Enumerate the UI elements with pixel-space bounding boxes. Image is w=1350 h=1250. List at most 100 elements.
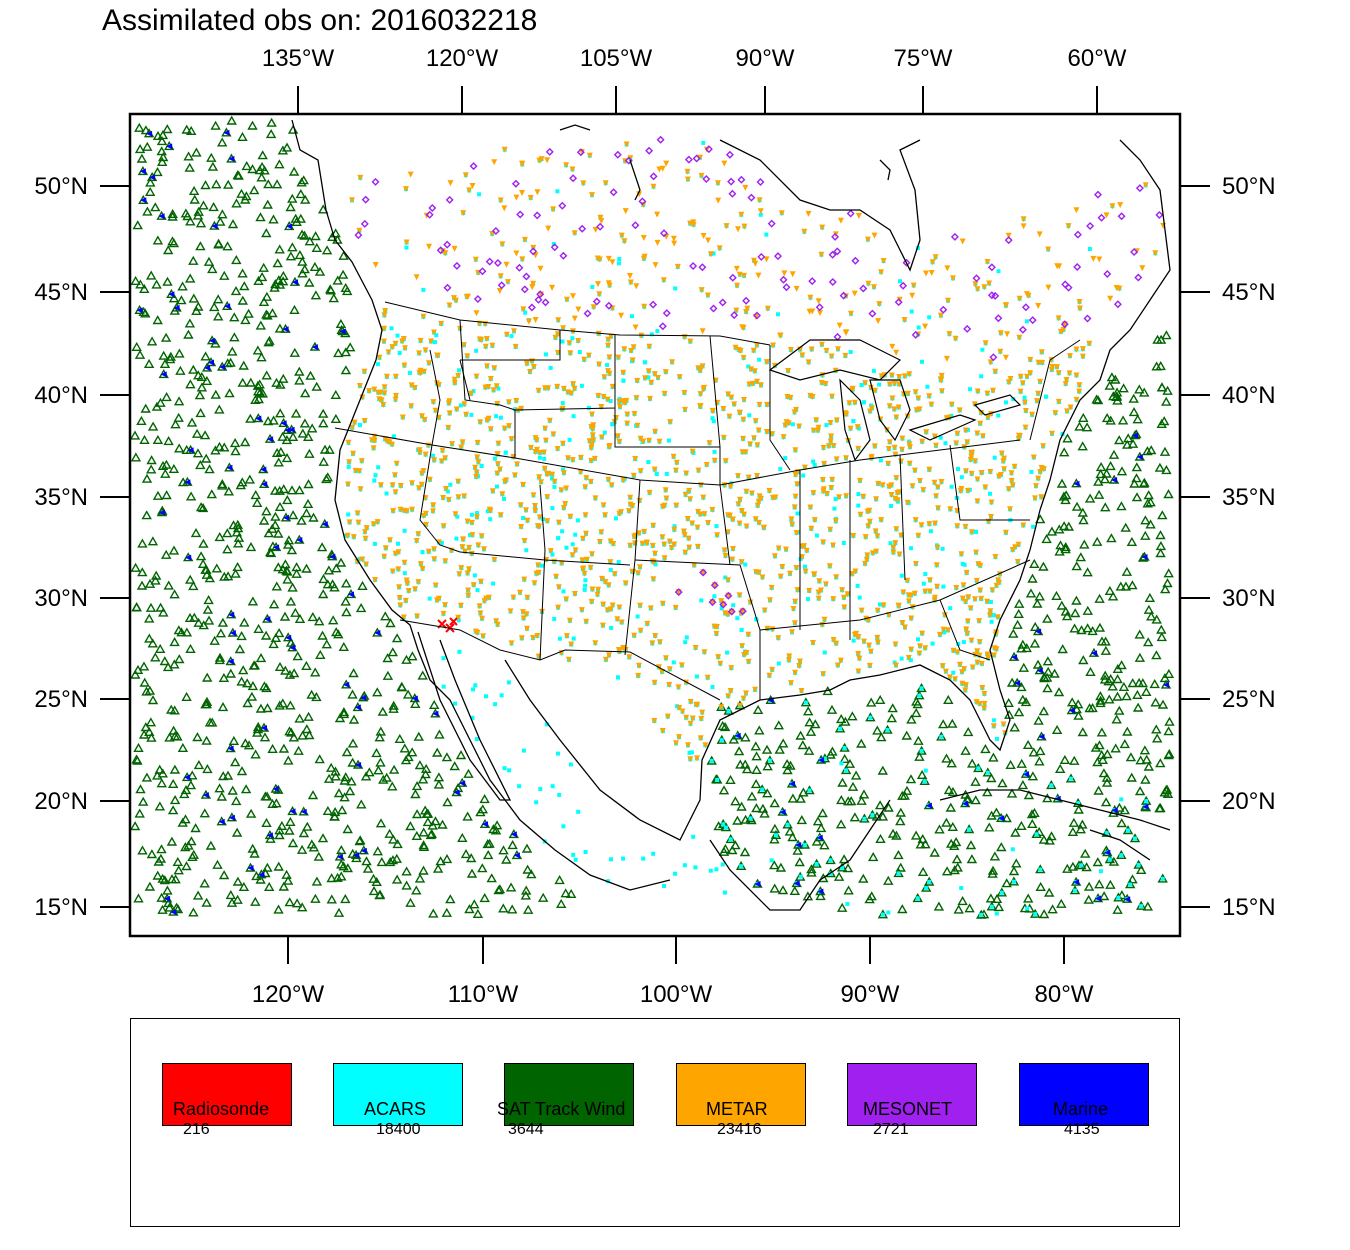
sat-track-wind-obs [1121,566,1133,576]
sat-track-wind-obs [256,271,268,282]
sat-track-wind-obs [267,798,278,808]
sat-track-wind-obs [1016,643,1027,653]
metar-obs [382,308,389,314]
sat-track-wind-obs [1108,449,1120,459]
sat-track-wind-obs [217,617,229,627]
sat-track-wind-obs [304,448,315,458]
metar-obs [954,523,961,530]
metar-obs [392,489,399,496]
sat-track-wind-obs [769,883,780,893]
sat-track-wind-obs [229,757,241,767]
sat-track-wind-obs [865,697,877,707]
sat-track-wind-obs [321,639,333,649]
acars-obs [861,400,866,405]
acars-obs [1133,836,1137,841]
metar-obs [374,519,381,526]
acars-obs [898,279,902,284]
sat-track-wind-obs [142,141,153,151]
metar-obs [933,493,940,500]
sat-track-wind-obs [238,360,249,370]
sat-track-wind-obs [257,150,268,160]
sat-track-wind-obs [836,902,848,912]
sat-track-wind-obs [1138,387,1150,397]
metar-obs [727,483,734,490]
metar-obs [363,525,370,532]
acars-obs [629,314,634,319]
sat-track-wind-obs [184,318,196,328]
sat-track-wind-obs [286,485,298,495]
sat-track-wind-obs [238,881,250,891]
sat-track-wind-obs [849,812,861,822]
acars-obs [714,867,719,872]
metar-obs [510,594,517,601]
metar-obs [479,615,486,622]
sat-track-wind-obs [189,612,200,622]
sat-track-wind-obs [204,464,215,474]
sat-track-wind-obs [407,651,418,661]
sat-track-wind-obs [219,571,230,581]
metar-obs [874,533,881,540]
acars-obs [576,809,581,814]
metar-obs [860,493,867,500]
sat-track-wind-obs [271,447,283,457]
acars-obs [839,761,844,766]
metar-obs [985,655,992,662]
sat-track-wind-obs [498,845,509,855]
metar-obs [808,525,815,532]
sat-track-wind-obs [219,270,230,280]
sat-track-wind-obs [134,349,146,359]
metar-obs [835,346,841,353]
sat-track-wind-obs [1093,489,1105,499]
sat-track-wind-obs [1155,360,1166,371]
sat-track-wind-obs [201,897,212,907]
sat-track-wind-obs [411,830,423,840]
sat-track-wind-obs [206,489,218,499]
acars-obs [552,484,557,489]
sat-track-wind-obs [330,413,342,423]
acars-obs [878,602,882,607]
sat-track-wind-obs [341,747,353,757]
sat-track-wind-obs [417,670,428,680]
metar-obs [1000,721,1007,728]
sat-track-wind-obs [392,838,403,849]
sat-track-wind-obs [262,703,273,713]
sat-track-wind-obs [877,765,889,775]
sat-track-wind-obs [1082,623,1093,633]
sat-track-wind-obs [326,894,338,904]
sat-track-wind-obs [214,783,225,793]
sat-track-wind-obs [198,538,209,548]
acars-obs [372,478,377,483]
sat-track-wind-obs [265,128,277,139]
sat-track-wind-obs [1091,394,1102,404]
sat-track-wind-obs [833,871,845,881]
metar-obs [726,512,733,519]
sat-track-wind-obs [201,696,213,706]
sat-track-wind-obs [943,784,955,795]
acars-obs [988,491,992,496]
acars-obs [470,715,475,720]
metar-obs [891,406,898,413]
sat-track-wind-obs [986,810,997,820]
sat-track-wind-obs [222,528,233,538]
sat-track-wind-obs [277,276,289,286]
sat-track-wind-obs [449,761,460,771]
metar-obs [684,516,691,522]
sat-track-wind-obs [505,882,517,892]
acars-obs [651,851,656,856]
sat-track-wind-obs [305,370,316,380]
sat-track-wind-obs [371,876,382,886]
metar-obs [451,376,458,383]
sat-track-wind-obs [893,849,904,860]
metar-obs [752,686,759,693]
acars-obs [778,467,783,472]
sat-track-wind-obs [152,315,163,325]
metar-obs [722,458,729,465]
sat-track-wind-obs [1056,898,1067,908]
sat-track-wind-obs [247,843,258,853]
sat-track-wind-obs [479,793,490,804]
sat-track-wind-obs [152,490,164,500]
metar-obs [981,705,988,712]
sat-track-wind-obs [271,179,283,189]
sat-track-wind-obs [318,456,329,466]
metar-obs [408,382,415,389]
